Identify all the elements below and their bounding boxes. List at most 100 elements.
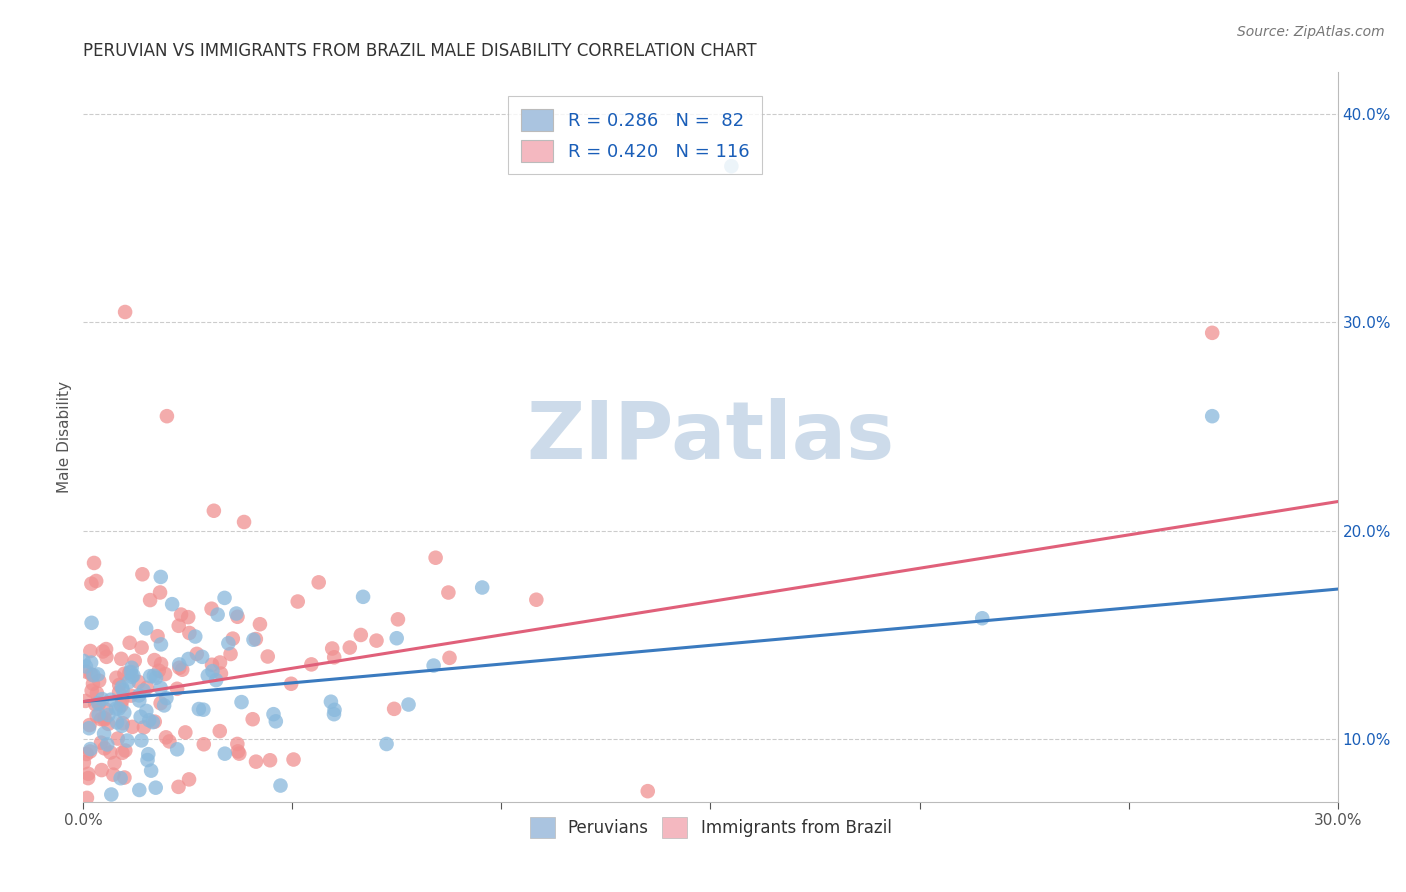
Point [112,771,135,785]
Point [149,570,172,584]
Point [84,574,107,588]
Point [121,670,143,684]
Point [112,706,135,720]
Point [96,703,118,717]
Point [128,675,150,690]
Point [93,711,115,725]
Point [263,707,285,722]
Point [387,612,409,626]
Point [76,747,98,761]
Point [142,715,165,730]
Point [108,678,131,692]
Point [128,689,150,703]
Point [439,650,461,665]
Point [138,713,160,727]
Point [91,644,114,658]
Point [259,753,281,767]
Point [89,673,111,688]
Point [105,715,128,730]
Point [172,663,194,677]
Point [93,726,115,740]
Point [205,673,228,687]
Point [135,704,157,718]
Point [139,669,162,683]
Point [972,611,994,625]
Point [82,668,104,682]
Point [149,681,172,695]
Point [299,657,322,672]
Point [720,159,742,173]
Point [269,779,291,793]
Point [197,668,219,682]
Point [153,667,176,681]
Point [150,657,173,671]
Point [110,698,132,713]
Point [87,696,110,710]
Point [87,697,110,711]
Point [193,703,215,717]
Legend: Peruvians, Immigrants from Brazil: Peruvians, Immigrants from Brazil [523,811,898,845]
Point [96,649,118,664]
Point [96,738,118,752]
Point [287,594,309,608]
Point [111,719,134,733]
Point [202,504,225,518]
Point [100,746,122,760]
Point [97,707,120,722]
Point [207,607,229,622]
Point [136,747,159,761]
Point [214,591,236,605]
Point [114,305,136,319]
Point [86,709,108,723]
Point [323,703,346,717]
Point [149,637,172,651]
Point [145,671,167,685]
Point [201,664,224,678]
Point [226,744,249,758]
Point [184,630,207,644]
Point [110,652,132,666]
Point [79,718,101,732]
Point [385,632,408,646]
Point [93,713,115,727]
Point [179,626,201,640]
Point [111,716,134,731]
Point [149,585,172,599]
Point [219,647,242,661]
Point [139,764,162,778]
Point [112,666,135,681]
Point [352,590,374,604]
Point [245,755,267,769]
Point [87,707,110,722]
Point [128,783,150,797]
Point [143,653,166,667]
Point [155,731,177,745]
Point [111,680,134,694]
Point [132,720,155,734]
Point [231,695,253,709]
Point [104,701,127,715]
Point [100,788,122,802]
Point [187,702,209,716]
Point [217,636,239,650]
Point [77,767,100,781]
Point [226,609,249,624]
Point [321,641,343,656]
Point [110,771,132,785]
Point [146,629,169,643]
Point [242,712,264,726]
Point [143,714,166,729]
Point [228,747,250,761]
Point [1201,409,1223,424]
Point [107,731,129,746]
Point [77,721,100,735]
Point [97,717,120,731]
Point [200,601,222,615]
Point [80,656,103,670]
Point [75,665,97,679]
Point [524,592,547,607]
Point [118,674,141,689]
Point [120,665,142,679]
Point [170,607,193,622]
Point [319,695,342,709]
